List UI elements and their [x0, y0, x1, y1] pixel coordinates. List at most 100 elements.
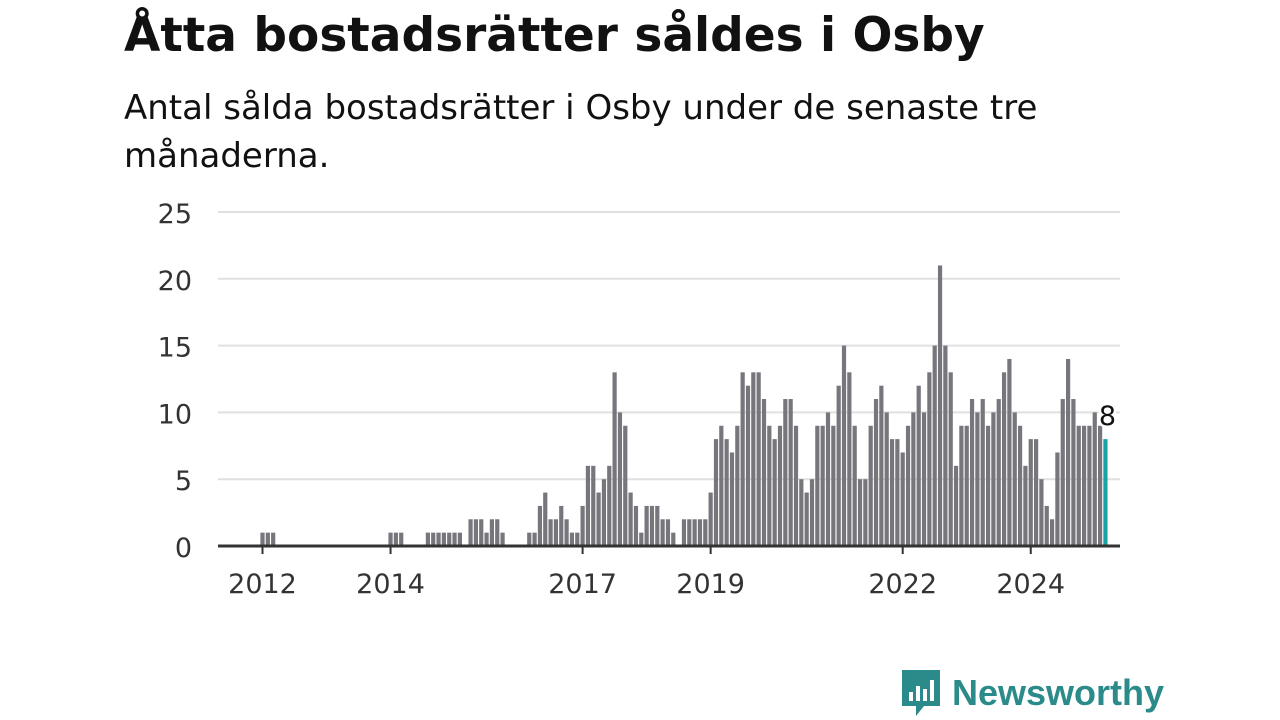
bar: [639, 532, 644, 546]
bar: [879, 385, 884, 546]
bar: [1065, 358, 1071, 546]
bar: [500, 532, 505, 546]
bar: [708, 492, 713, 546]
bar: [612, 372, 617, 546]
y-tick-label: 10: [158, 399, 192, 430]
bar: [447, 532, 452, 546]
bar: [953, 465, 959, 546]
bar: [911, 412, 916, 546]
bar: [1039, 479, 1044, 546]
bar: [820, 425, 825, 546]
bar: [271, 532, 276, 546]
bar: [1017, 425, 1023, 546]
bar: [788, 399, 793, 546]
bar: [393, 532, 398, 546]
bar: [260, 532, 265, 546]
bar: [836, 385, 841, 546]
brand-name: Newsworthy: [952, 672, 1165, 713]
bar: [852, 425, 857, 546]
bar: [895, 439, 900, 546]
bar: [633, 505, 639, 546]
bar: [548, 519, 553, 546]
bar: [644, 505, 649, 546]
bar: [927, 372, 932, 546]
bar: [484, 532, 489, 546]
bar: [841, 345, 847, 546]
bar: [799, 479, 804, 546]
bar: [985, 425, 991, 546]
bar: [815, 425, 820, 546]
bar: [585, 465, 591, 546]
bar: [692, 519, 697, 546]
bar: [740, 372, 745, 546]
bar: [868, 425, 873, 546]
bar: [735, 425, 740, 546]
bar: [1071, 399, 1076, 546]
bar: [265, 532, 270, 546]
y-tick-label: 15: [158, 333, 192, 364]
y-tick-label: 0: [175, 533, 192, 564]
bar: [553, 519, 559, 546]
x-tick-label: 2022: [868, 569, 937, 600]
bar: [921, 412, 927, 546]
bar: [559, 505, 564, 546]
bar: [1007, 358, 1012, 546]
bar: [937, 265, 943, 546]
bar: [623, 425, 628, 546]
bar: [1044, 505, 1049, 546]
bar: [932, 345, 937, 546]
bar: [436, 532, 441, 546]
bar: [1060, 399, 1065, 546]
bar: [943, 345, 948, 546]
bar: [1055, 452, 1060, 546]
bar: [569, 532, 575, 546]
x-tick-label: 2024: [996, 569, 1065, 600]
chart-subtitle: Antal sålda bostadsrätter i Osby under d…: [124, 88, 1038, 176]
bar: [991, 412, 996, 546]
bar: [1076, 425, 1081, 546]
bar: [601, 479, 607, 546]
bar: [729, 452, 735, 546]
bar: [724, 439, 729, 546]
bar: [831, 425, 836, 546]
bar: [468, 519, 473, 546]
bar: [825, 412, 831, 546]
brand-logo: Newsworthy: [900, 668, 1164, 718]
bar: [1087, 425, 1092, 546]
bar: [660, 519, 665, 546]
y-tick-label: 20: [158, 266, 192, 297]
bar: [649, 505, 655, 546]
bar: [591, 465, 596, 546]
bar: [580, 505, 585, 546]
bar: [857, 479, 863, 546]
bar: [495, 519, 500, 546]
bar: [1023, 465, 1028, 546]
x-tick-label: 2012: [228, 569, 297, 600]
bar: [527, 532, 532, 546]
bar: [948, 372, 953, 546]
bar: [969, 399, 975, 546]
bar: [863, 479, 868, 546]
bar: [975, 412, 980, 546]
bar: [655, 505, 660, 546]
y-tick-label: 5: [175, 466, 192, 497]
bar-chart: 0 5 10 15 20 25 2012 2014 2017 2019 2022 2024 8: [158, 199, 1120, 600]
bar: [1049, 519, 1055, 546]
bar: [719, 425, 724, 546]
bar: [777, 425, 783, 546]
bar: [1097, 425, 1103, 546]
bar: [671, 532, 676, 546]
y-tick-label: 25: [158, 199, 192, 230]
last-value-label: 8: [1099, 401, 1116, 432]
bar: [532, 532, 537, 546]
bar: [628, 492, 633, 546]
bar: [479, 519, 484, 546]
bar: [916, 385, 921, 546]
bar: [665, 519, 671, 546]
bar: [761, 399, 767, 546]
bar: [452, 532, 457, 546]
bar: [543, 492, 548, 546]
bar: [804, 492, 809, 546]
bar: [745, 385, 751, 546]
x-tick-label: 2019: [676, 569, 745, 600]
